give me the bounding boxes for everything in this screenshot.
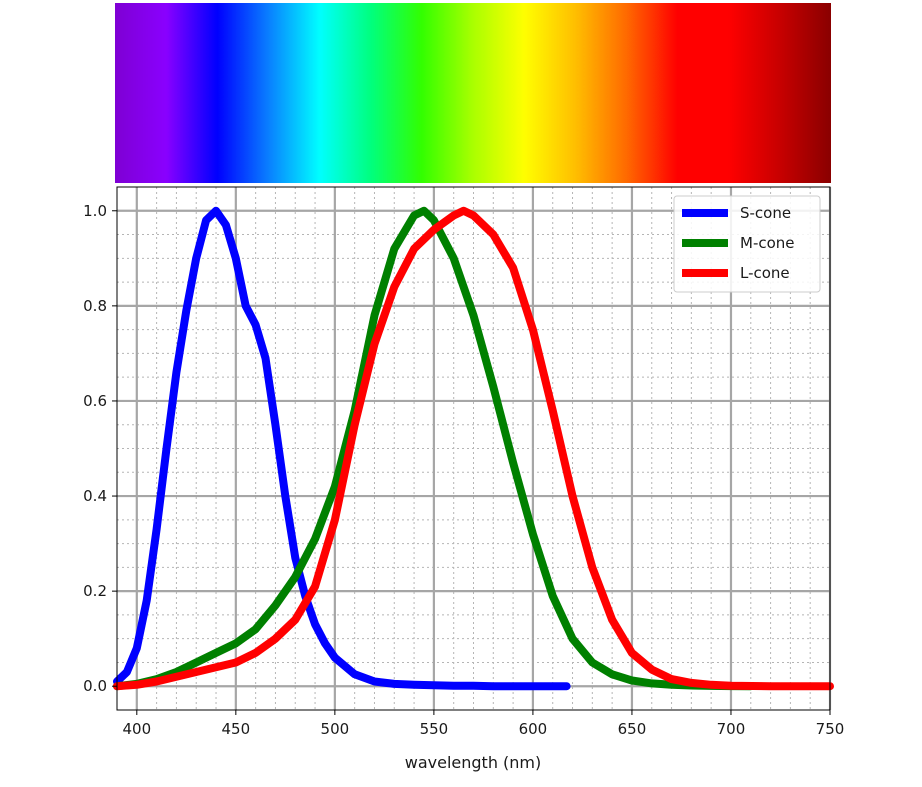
series-layer bbox=[113, 206, 834, 691]
axis-ticks bbox=[112, 210, 831, 715]
y-tick-labels: 0.0 0.2 0.4 0.6 0.8 1.0 bbox=[83, 202, 107, 695]
x-tick-label: 750 bbox=[816, 720, 845, 738]
x-tick-label: 500 bbox=[321, 720, 350, 738]
legend-label-l-cone: L-cone bbox=[740, 264, 790, 282]
y-tick-label: 0.6 bbox=[83, 392, 107, 410]
spectrum-color-bar bbox=[115, 3, 831, 183]
x-tick-labels: 400 450 500 550 600 650 700 750 bbox=[122, 720, 844, 738]
x-tick-label: 700 bbox=[717, 720, 746, 738]
y-tick-label: 0.0 bbox=[83, 677, 107, 695]
x-tick-label: 650 bbox=[618, 720, 647, 738]
x-axis-title: wavelength (nm) bbox=[405, 753, 542, 772]
y-tick-label: 0.2 bbox=[83, 582, 107, 600]
series-line-m-cone bbox=[113, 206, 755, 691]
legend-label-s-cone: S-cone bbox=[740, 204, 791, 222]
x-tick-label: 600 bbox=[519, 720, 548, 738]
series-line-s-cone bbox=[113, 206, 571, 691]
y-tick-label: 0.8 bbox=[83, 297, 107, 315]
legend-label-m-cone: M-cone bbox=[740, 234, 795, 252]
x-tick-label: 550 bbox=[420, 720, 449, 738]
legend: S-cone M-cone L-cone bbox=[673, 195, 821, 293]
y-tick-label: 0.4 bbox=[83, 487, 107, 505]
legend-box bbox=[673, 195, 821, 293]
x-tick-label: 400 bbox=[122, 720, 151, 738]
series-line-l-cone bbox=[113, 206, 834, 691]
y-tick-label: 1.0 bbox=[83, 202, 107, 220]
x-tick-label: 450 bbox=[222, 720, 251, 738]
plot-frame bbox=[116, 186, 831, 711]
